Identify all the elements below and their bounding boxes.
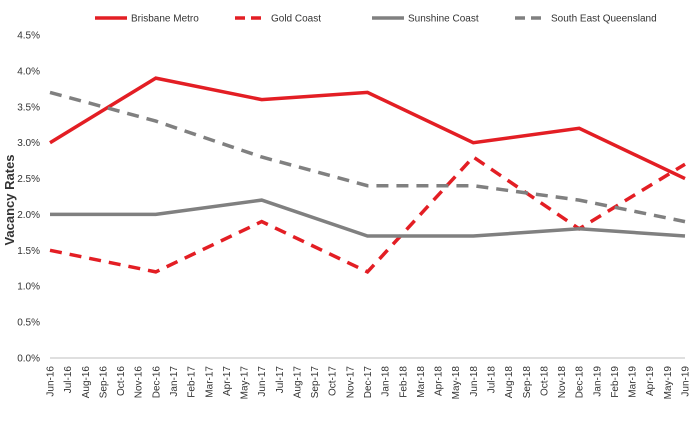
x-tick-label: Feb-17 bbox=[187, 366, 198, 398]
x-tick-label: Nov-17 bbox=[345, 366, 356, 399]
x-tick-label: Oct-16 bbox=[116, 366, 127, 396]
x-tick-label: Sep-16 bbox=[98, 366, 109, 399]
x-tick-label: Jan-17 bbox=[169, 366, 180, 397]
x-tick-label: Jan-18 bbox=[381, 366, 392, 397]
legend-label: Gold Coast bbox=[271, 14, 321, 25]
y-axis: 0.0% 0.5% 1.0% 1.5% 2.0% 2.5% 3.0% 3.5% 4.0% 4.5% bbox=[17, 31, 40, 365]
x-tick-label: Sep-17 bbox=[310, 366, 321, 399]
x-tick-label: Feb-19 bbox=[610, 366, 621, 398]
x-tick-label: Dec-17 bbox=[363, 366, 374, 399]
y-tick-label: 3.5% bbox=[17, 102, 40, 113]
y-tick-label: 2.5% bbox=[17, 174, 40, 185]
x-tick-label: Mar-18 bbox=[416, 366, 427, 398]
x-tick-label: Feb-18 bbox=[398, 366, 409, 398]
x-tick-label: Aug-16 bbox=[81, 366, 92, 399]
x-tick-label: Dec-16 bbox=[151, 366, 162, 399]
y-axis-title: Vacancy Rates bbox=[2, 154, 17, 245]
series-group bbox=[49, 76, 686, 275]
y-tick-label: 3.0% bbox=[17, 138, 40, 149]
x-tick-label: Jul-16 bbox=[63, 366, 74, 394]
y-tick-label: 0.0% bbox=[17, 354, 40, 365]
x-axis: Jun-16 Jul-16 Aug-16 Sep-16 Oct-16 Nov-16 Dec-… bbox=[46, 366, 692, 400]
series-line-sunshine-coast bbox=[50, 198, 686, 238]
y-tick-label: 1.5% bbox=[17, 246, 40, 257]
x-tick-label: Jul-17 bbox=[275, 366, 286, 394]
x-tick-label: Jun-17 bbox=[257, 366, 268, 397]
x-tick-label: Mar-17 bbox=[204, 366, 215, 398]
x-tick-label: Aug-17 bbox=[292, 366, 303, 399]
x-tick-label: May-19 bbox=[663, 366, 674, 400]
legend: Brisbane Metro Gold Coast Sunshine Coast So… bbox=[95, 14, 657, 25]
x-tick-label: Oct-17 bbox=[328, 366, 339, 396]
x-tick-label: Mar-19 bbox=[628, 366, 639, 398]
x-tick-label: Oct-18 bbox=[539, 366, 550, 396]
x-tick-label: Jun-16 bbox=[46, 366, 57, 397]
x-tick-label: Jun-19 bbox=[681, 366, 692, 397]
x-tick-label: Dec-18 bbox=[575, 366, 586, 399]
y-tick-label: 2.0% bbox=[17, 210, 40, 221]
x-tick-label: Apr-18 bbox=[434, 366, 445, 396]
y-tick-label: 0.5% bbox=[17, 318, 40, 329]
y-tick-label: 1.0% bbox=[17, 282, 40, 293]
x-tick-label: Jan-19 bbox=[592, 366, 603, 397]
legend-label: South East Queensland bbox=[551, 14, 657, 25]
y-tick-label: 4.5% bbox=[17, 31, 40, 42]
x-tick-label: Nov-18 bbox=[557, 366, 568, 399]
series-line-south-east-queensland bbox=[49, 90, 686, 224]
x-tick-label: Apr-17 bbox=[222, 366, 233, 396]
x-tick-label: Nov-16 bbox=[134, 366, 145, 399]
x-tick-label: Aug-18 bbox=[504, 366, 515, 399]
series-line-brisbane-metro bbox=[49, 76, 686, 181]
y-tick-label: 4.0% bbox=[17, 66, 40, 77]
legend-label: Sunshine Coast bbox=[408, 14, 479, 25]
x-tick-label: Apr-19 bbox=[645, 366, 656, 396]
legend-label: Brisbane Metro bbox=[131, 14, 199, 25]
x-tick-label: May-17 bbox=[240, 366, 251, 400]
x-tick-label: Sep-18 bbox=[522, 366, 533, 399]
x-tick-label: May-18 bbox=[451, 366, 462, 400]
x-tick-label: Jun-18 bbox=[469, 366, 480, 397]
x-tick-label: Jul-18 bbox=[486, 366, 497, 394]
